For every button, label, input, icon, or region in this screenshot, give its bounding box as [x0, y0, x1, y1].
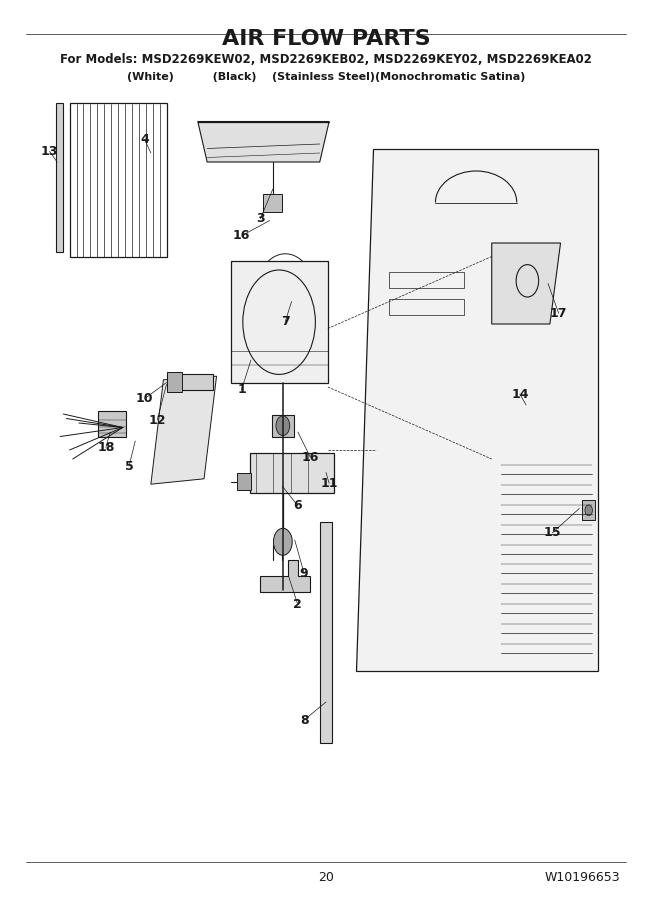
Polygon shape [260, 560, 310, 592]
Bar [166, 372, 182, 392]
Text: 3: 3 [256, 212, 265, 225]
Polygon shape [492, 243, 561, 324]
Circle shape [273, 528, 292, 555]
Text: (White)          (Black)    (Stainless Steel)(Monochromatic Satina): (White) (Black) (Stainless Steel)(Monoch… [126, 71, 526, 82]
Text: 17: 17 [550, 307, 567, 320]
Text: W10196653: W10196653 [544, 871, 620, 884]
Bar [166, 374, 213, 390]
Text: 5: 5 [125, 460, 134, 473]
Text: 10: 10 [136, 392, 153, 405]
Bar [582, 500, 595, 520]
Bar [98, 411, 126, 436]
Bar [231, 261, 328, 382]
Text: 20: 20 [318, 871, 334, 884]
Text: 7: 7 [281, 315, 289, 328]
Text: 16: 16 [233, 230, 250, 242]
Bar [237, 473, 251, 490]
Bar [263, 194, 282, 212]
Bar [70, 104, 166, 256]
Text: 14: 14 [511, 388, 529, 400]
Bar [56, 104, 63, 252]
Text: 12: 12 [149, 414, 166, 427]
Text: 9: 9 [300, 567, 308, 580]
Text: 15: 15 [544, 526, 561, 539]
Bar [272, 415, 294, 436]
Bar [250, 453, 334, 493]
Polygon shape [293, 269, 306, 299]
Polygon shape [151, 376, 216, 484]
Text: 6: 6 [293, 500, 302, 512]
Text: AIR FLOW PARTS: AIR FLOW PARTS [222, 29, 430, 49]
Circle shape [276, 416, 289, 436]
Circle shape [585, 505, 593, 516]
Text: 2: 2 [293, 598, 303, 611]
Polygon shape [257, 283, 282, 290]
Polygon shape [281, 308, 293, 339]
Bar [319, 522, 333, 742]
Text: 18: 18 [97, 441, 115, 454]
Polygon shape [198, 122, 329, 162]
Circle shape [280, 291, 291, 307]
Text: 16: 16 [302, 451, 319, 464]
Text: 4: 4 [140, 133, 149, 146]
Bar [389, 272, 464, 288]
Text: For Models: MSD2269KEW02, MSD2269KEB02, MSD2269KEY02, MSD2269KEA02: For Models: MSD2269KEW02, MSD2269KEB02, … [60, 53, 592, 66]
Text: 1: 1 [237, 383, 246, 396]
Bar [389, 299, 464, 315]
Text: 11: 11 [320, 477, 338, 490]
Text: 8: 8 [300, 714, 308, 726]
Text: 13: 13 [41, 145, 58, 158]
Polygon shape [356, 148, 598, 670]
